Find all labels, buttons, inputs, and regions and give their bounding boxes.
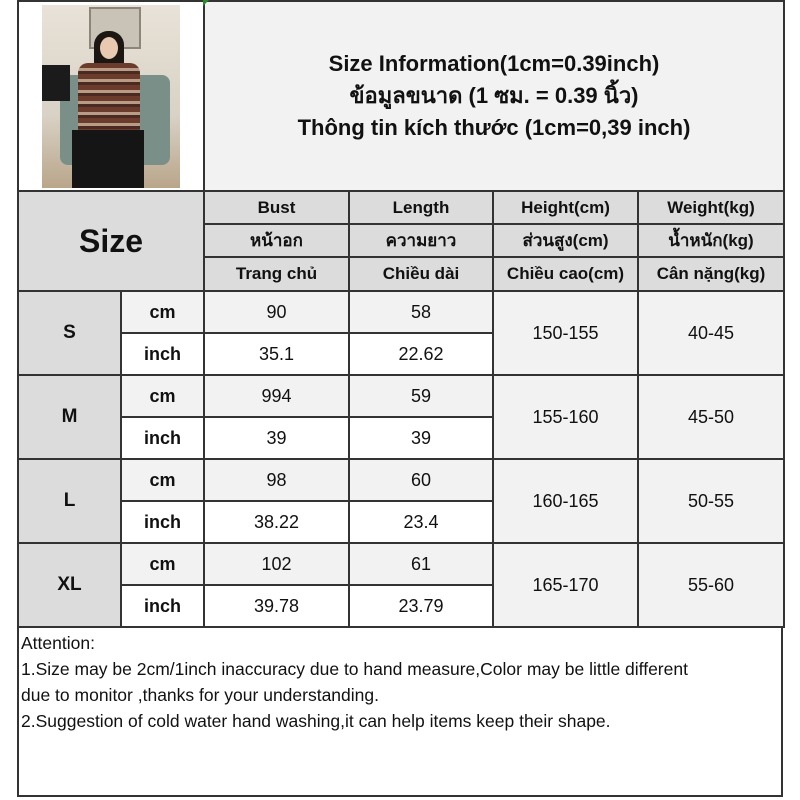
- weight-range: 45-50: [637, 374, 785, 460]
- unit-cm: cm: [120, 458, 205, 502]
- weight-range: 55-60: [637, 542, 785, 628]
- height-range: 155-160: [492, 374, 639, 460]
- unit-cm: cm: [120, 290, 205, 334]
- length-inch: 23.4: [348, 500, 494, 544]
- header-bust-th: หน้าอก: [203, 223, 350, 258]
- cell-marker-icon: [203, 0, 209, 6]
- header-bust-en: Bust: [203, 190, 350, 225]
- bust-inch: 39: [203, 416, 350, 460]
- height-range: 165-170: [492, 542, 639, 628]
- unit-inch: inch: [120, 332, 205, 376]
- weight-range: 50-55: [637, 458, 785, 544]
- attention-heading: Attention:: [21, 633, 95, 653]
- size-label-m: M: [17, 374, 122, 460]
- length-cm: 61: [348, 542, 494, 586]
- header-length-th: ความยาว: [348, 223, 494, 258]
- title-thai: ข้อมูลขนาด (1 ซม. = 0.39 นิ้ว): [349, 83, 639, 108]
- size-header: Size: [17, 190, 205, 292]
- header-length-vi: Chiều dài: [348, 256, 494, 292]
- length-cm: 59: [348, 374, 494, 418]
- header-height-th: ส่วนสูง(cm): [492, 223, 639, 258]
- bust-cm: 90: [203, 290, 350, 334]
- bust-cm: 994: [203, 374, 350, 418]
- weight-range: 40-45: [637, 290, 785, 376]
- unit-inch: inch: [120, 584, 205, 628]
- size-information-title: Size Information(1cm=0.39inch) ข้อมูลขนา…: [203, 0, 785, 192]
- bust-inch: 39.78: [203, 584, 350, 628]
- length-inch: 39: [348, 416, 494, 460]
- attention-notes: Attention: 1.Size may be 2cm/1inch inacc…: [21, 630, 781, 734]
- bust-inch: 38.22: [203, 500, 350, 544]
- unit-inch: inch: [120, 500, 205, 544]
- unit-cm: cm: [120, 542, 205, 586]
- attention-line-3: 2.Suggestion of cold water hand washing,…: [21, 711, 611, 731]
- header-height-en: Height(cm): [492, 190, 639, 225]
- header-length-en: Length: [348, 190, 494, 225]
- length-inch: 22.62: [348, 332, 494, 376]
- size-label-l: L: [17, 458, 122, 544]
- size-label-xl: XL: [17, 542, 122, 628]
- length-inch: 23.79: [348, 584, 494, 628]
- title-english: Size Information(1cm=0.39inch): [328, 51, 660, 76]
- title-vietnamese: Thông tin kích thước (1cm=0,39 inch): [297, 115, 691, 140]
- header-bust-vi: Trang chủ: [203, 256, 350, 292]
- bust-inch: 35.1: [203, 332, 350, 376]
- header-height-vi: Chiều cao(cm): [492, 256, 639, 292]
- length-cm: 60: [348, 458, 494, 502]
- height-range: 160-165: [492, 458, 639, 544]
- attention-line-2: due to monitor ,thanks for your understa…: [21, 685, 379, 705]
- size-chart-table: Size Information(1cm=0.39inch) ข้อมูลขนา…: [17, 0, 785, 628]
- bust-cm: 102: [203, 542, 350, 586]
- unit-cm: cm: [120, 374, 205, 418]
- header-weight-en: Weight(kg): [637, 190, 785, 225]
- height-range: 150-155: [492, 290, 639, 376]
- header-weight-vi: Cân nặng(kg): [637, 256, 785, 292]
- product-photo: [42, 4, 180, 188]
- unit-inch: inch: [120, 416, 205, 460]
- bust-cm: 98: [203, 458, 350, 502]
- size-label-s: S: [17, 290, 122, 376]
- length-cm: 58: [348, 290, 494, 334]
- attention-line-1: 1.Size may be 2cm/1inch inaccuracy due t…: [21, 659, 688, 679]
- product-photo-cell: [17, 0, 205, 192]
- header-weight-th: น้ำหนัก(kg): [637, 223, 785, 258]
